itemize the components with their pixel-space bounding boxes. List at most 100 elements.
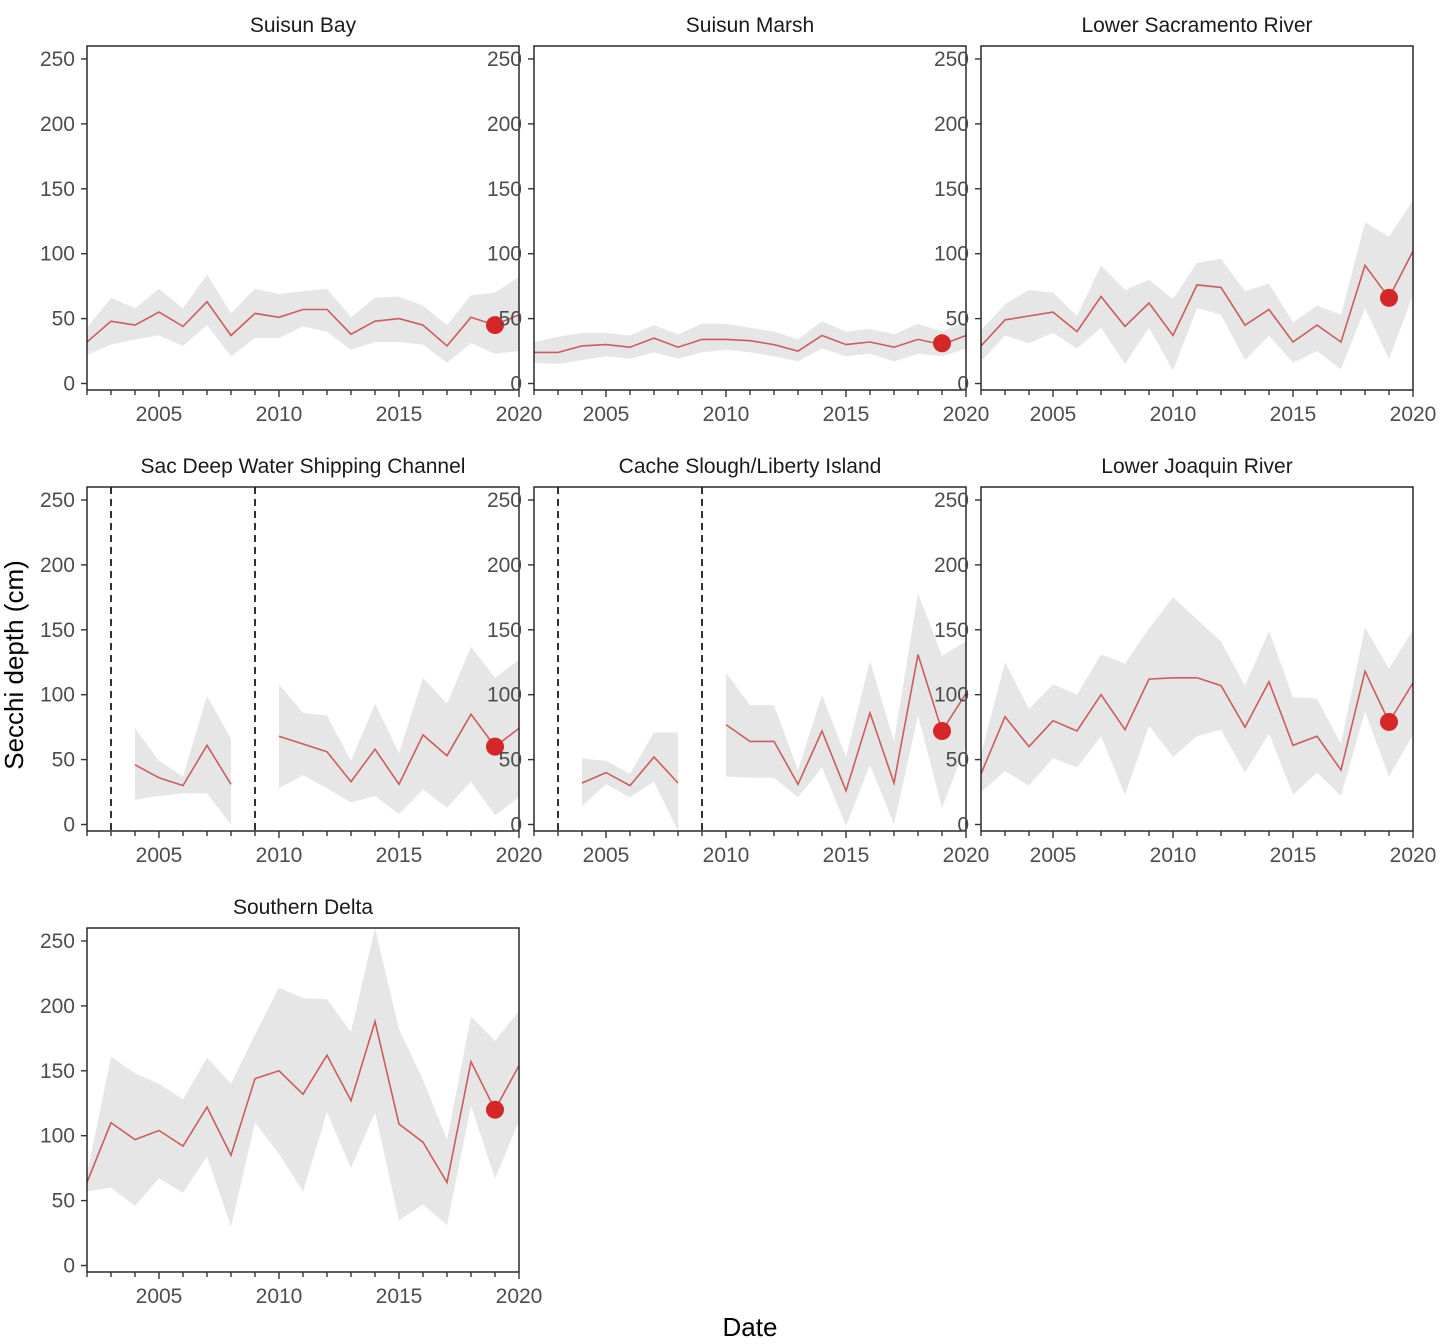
y-tick-label: 0 [63,1255,75,1278]
y-tick-label: 250 [487,489,522,512]
panel-3: Lower Sacramento River 0 50 100 150 200 250 200… [934,14,1436,426]
x-tick-label: 2005 [1030,844,1077,867]
y-tick-label: 50 [946,749,969,772]
x-tick-label: 2005 [583,403,630,426]
x-tick-label: 2010 [1150,844,1197,867]
y-tick-label: 200 [40,554,75,577]
panel-data [981,200,1413,371]
x-tick-label: 2010 [703,403,750,426]
y-tick-label: 50 [52,1190,75,1213]
panel-title: Cache Slough/Liberty Island [619,455,882,478]
chart-panels: Suisun Bay 0 50 100 150 200 250 2005 2010 2015 202… [40,14,1436,1308]
y-tick-label: 100 [934,684,969,707]
highlight-point [486,737,504,756]
y-tick-label: 50 [52,308,75,331]
confidence-band [534,321,966,364]
panel-1: Suisun Bay 0 50 100 150 200 250 2005 2010 2015 202… [40,14,542,426]
confidence-band [135,696,231,825]
x-tick-label: 2020 [943,844,990,867]
y-tick-label: 200 [40,113,75,136]
panel-7: Southern Delta 0 50 100 150 200 250 2005 2010 201… [40,896,542,1308]
panel-data [110,487,519,831]
mean-line [87,300,519,348]
mean-line [981,250,1413,347]
panel-2: Suisun Marsh 0 50 100 150 200 250 2005 2010 2015 2… [487,14,989,426]
y-tick-label: 100 [487,243,522,266]
panel-data [981,597,1413,796]
mean-line [725,654,966,794]
panel-data [534,321,966,364]
x-tick-label: 2015 [376,1285,423,1308]
y-tick-label: 100 [40,243,75,266]
x-tick-label: 2020 [1390,844,1437,867]
y-tick-label: 0 [957,373,969,396]
highlight-point [933,334,951,353]
x-tick-label: 2005 [136,403,183,426]
y-tick-label: 150 [934,619,969,642]
panel-title: Southern Delta [233,896,373,919]
y-tick-label: 0 [510,814,522,837]
panel-4: Sac Deep Water Shipping Channel 0 50 100 150… [40,455,542,867]
y-tick-label: 200 [934,554,969,577]
panel-title: Lower Sacramento River [1081,14,1312,37]
x-tick-label: 2015 [823,403,870,426]
highlight-point [486,316,504,335]
y-tick-label: 0 [510,373,522,396]
x-axis-title: Date [723,1312,778,1342]
y-tick-label: 0 [63,814,75,837]
panel-title: Lower Joaquin River [1101,455,1292,478]
confidence-band [726,593,966,826]
y-tick-label: 100 [40,1125,75,1148]
mean-line [534,334,966,354]
y-tick-label: 50 [52,749,75,772]
x-tick-label: 2010 [256,844,303,867]
y-axis-title: Secchi depth (cm) [0,560,29,770]
x-tick-label: 2005 [136,1285,183,1308]
y-tick-label: 100 [487,684,522,707]
y-tick-label: 150 [934,178,969,201]
confidence-band [87,928,519,1227]
confidence-band [279,646,519,816]
x-tick-label: 2005 [1030,403,1077,426]
mean-line [581,755,679,787]
x-tick-label: 2015 [376,844,423,867]
confidence-band [87,274,519,363]
y-tick-label: 250 [934,48,969,71]
x-tick-label: 2020 [496,844,543,867]
mean-line [87,1018,519,1185]
y-tick-label: 150 [40,178,75,201]
y-tick-label: 50 [946,308,969,331]
y-tick-label: 150 [40,1060,75,1083]
x-tick-label: 2005 [136,844,183,867]
highlight-point [1380,712,1398,731]
y-tick-label: 250 [934,489,969,512]
x-tick-label: 2015 [1270,403,1317,426]
panel-5: Cache Slough/Liberty Island 0 50 100 150 200 2… [487,455,989,867]
mean-line [278,712,519,786]
x-tick-label: 2005 [583,844,630,867]
x-tick-label: 2020 [1390,403,1437,426]
panel-data [557,487,966,831]
y-tick-label: 250 [40,48,75,71]
y-tick-label: 50 [499,749,522,772]
x-tick-label: 2010 [703,844,750,867]
mean-line [134,743,232,787]
panel-title: Suisun Bay [250,14,357,37]
panel-title: Sac Deep Water Shipping Channel [141,455,466,478]
x-tick-label: 2010 [1150,403,1197,426]
panel-data [87,274,519,363]
x-tick-label: 2020 [496,403,543,426]
highlight-point [486,1100,504,1119]
y-tick-label: 250 [40,930,75,953]
y-tick-label: 0 [957,814,969,837]
y-tick-label: 100 [934,243,969,266]
y-tick-label: 250 [487,48,522,71]
y-tick-label: 50 [499,308,522,331]
x-tick-label: 2015 [1270,844,1317,867]
y-tick-label: 100 [40,684,75,707]
x-tick-label: 2010 [256,1285,303,1308]
confidence-band [981,597,1413,796]
highlight-point [1380,288,1398,307]
panel-title: Suisun Marsh [686,14,814,37]
